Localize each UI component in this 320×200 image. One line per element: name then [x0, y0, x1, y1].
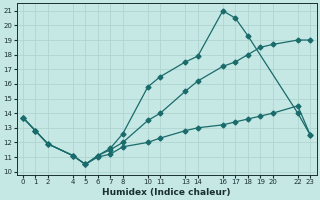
- X-axis label: Humidex (Indice chaleur): Humidex (Indice chaleur): [102, 188, 231, 197]
